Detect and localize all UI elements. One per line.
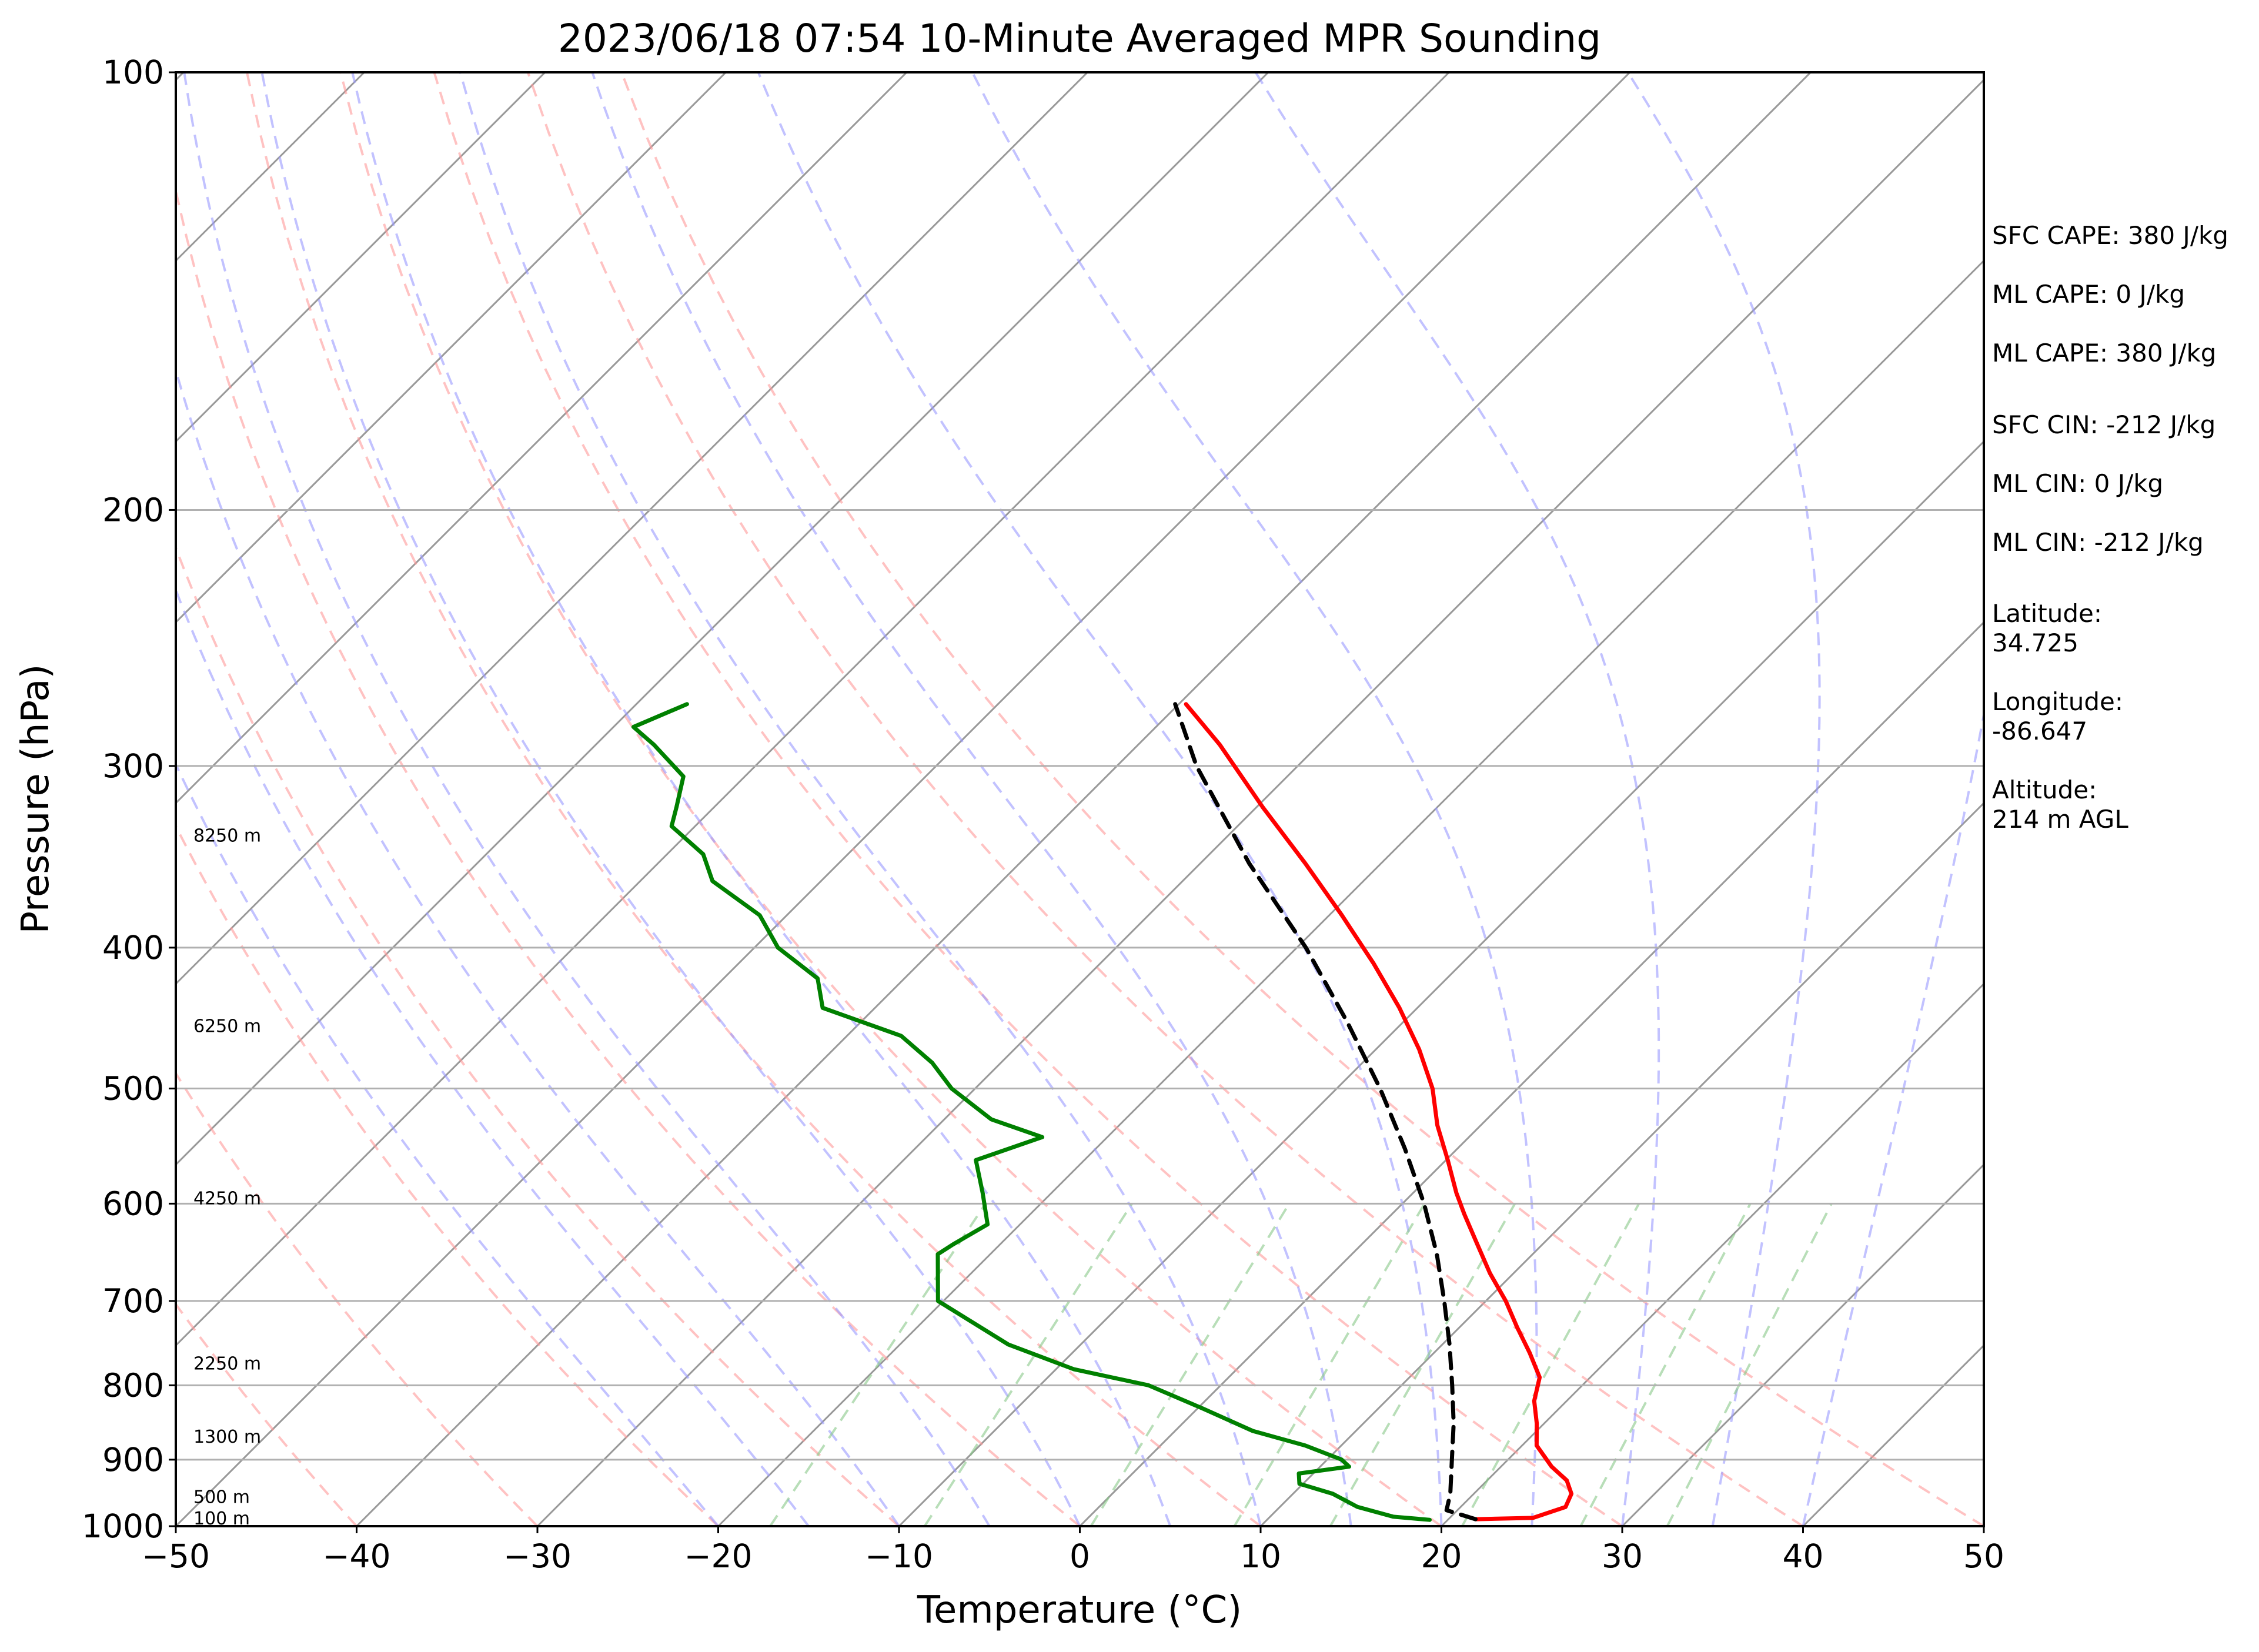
dry-adiabat-line — [176, 1071, 539, 1526]
x-tick-label: −30 — [503, 1537, 572, 1575]
ml-cin-text: ML CIN: 0 J/kg — [1992, 469, 2163, 498]
isotherm-line — [176, 72, 908, 805]
ml-cape-text: ML CAPE: 0 J/kg — [1992, 280, 2185, 309]
moist-adiabat-line — [176, 587, 810, 1526]
altitude-label: Altitude: — [1992, 775, 2097, 804]
y-tick-label: 700 — [102, 1282, 164, 1320]
height-label: 6250 m — [193, 1016, 261, 1037]
height-label: 100 m — [193, 1509, 250, 1529]
moist-adiabat-line — [260, 72, 1081, 1526]
y-tick-label: 400 — [102, 929, 164, 967]
x-tick-label: −40 — [322, 1537, 390, 1575]
dry-adiabat-line — [246, 72, 1262, 1526]
y-tick-label: 100 — [102, 53, 164, 91]
x-tick-label: −50 — [142, 1537, 210, 1575]
x-tick-label: 20 — [1421, 1537, 1462, 1575]
chart-title: 2023/06/18 07:54 10-Minute Averaged MPR … — [558, 16, 1601, 61]
longitude-label: Longitude: — [1992, 687, 2123, 716]
x-tick-label: 50 — [1963, 1537, 2004, 1575]
dry-adiabat-line — [176, 824, 719, 1526]
mixing-ratio-line — [1666, 1203, 1833, 1526]
ml-cape-text-2: ML CAPE: 380 J/kg — [1992, 339, 2216, 367]
latitude-value: 34.725 — [1992, 628, 2078, 657]
moist-adiabat-line — [1627, 72, 1821, 1526]
moist-adiabat-line — [591, 72, 1352, 1526]
moist-adiabat-line — [1802, 708, 1984, 1526]
isotherm-line — [176, 72, 1450, 1347]
y-tick-label: 1000 — [82, 1507, 164, 1545]
mixing-ratio-line — [769, 1203, 987, 1526]
height-label: 1300 m — [193, 1427, 261, 1447]
isotherm-line — [176, 72, 546, 443]
isotherm-line — [1621, 1163, 1984, 1526]
parcel-profile-line — [1173, 702, 1478, 1521]
moist-adiabat-line — [176, 761, 720, 1526]
isotherm-line — [898, 440, 1984, 1526]
height-label: 2250 m — [193, 1353, 261, 1374]
moist-adiabat-line — [351, 72, 1172, 1526]
dry-adiabat-line — [176, 186, 1081, 1526]
ml-cin-text-2: ML CIN: -212 J/kg — [1992, 528, 2204, 557]
dewpoint-profile-line — [631, 702, 1432, 1522]
pressure-gridlines — [176, 509, 1984, 1461]
height-label: 8250 m — [193, 825, 261, 846]
isotherm-line — [356, 72, 1812, 1526]
longitude-value: -86.647 — [1992, 717, 2087, 745]
x-tick-label: −20 — [684, 1537, 752, 1575]
dry-adiabat-line — [526, 72, 1804, 1526]
sounding-info-panel: SFC CAPE: 380 J/kg ML CAPE: 0 J/kg ML CA… — [1992, 221, 2228, 834]
mixing-ratio-line — [1579, 1203, 1752, 1526]
y-axis-label: Pressure (hPa) — [14, 664, 58, 934]
isotherm-line — [176, 72, 1269, 1166]
isotherm-line — [1259, 801, 1984, 1526]
moist-adiabat-line — [183, 72, 991, 1526]
background-lines — [176, 72, 1984, 1526]
dry-adiabat-line — [176, 1302, 357, 1526]
x-tick-label: 40 — [1783, 1537, 1824, 1575]
latitude-label: Latitude: — [1992, 599, 2102, 628]
y-axis-ticks: 1000 900 800 700 600 500 400 300 200 100 — [82, 53, 176, 1545]
x-tick-label: 0 — [1070, 1537, 1090, 1575]
isotherm-line — [1441, 982, 1984, 1526]
isotherm-line — [1079, 621, 1984, 1526]
sounding-profiles — [631, 702, 1574, 1522]
y-tick-label: 600 — [102, 1185, 164, 1222]
isotherm-line — [717, 259, 1984, 1526]
x-tick-label: 30 — [1602, 1537, 1643, 1575]
moist-adiabat-line — [757, 72, 1443, 1526]
y-tick-label: 800 — [102, 1366, 164, 1404]
sfc-cape-text: SFC CAPE: 380 J/kg — [1992, 221, 2228, 250]
x-tick-label: 10 — [1240, 1537, 1281, 1575]
isotherm-line — [176, 72, 727, 624]
mixing-ratio-line — [923, 1203, 1133, 1526]
moist-adiabat-line — [971, 72, 1538, 1526]
dry-adiabat-line — [176, 544, 900, 1526]
moist-adiabat-line — [459, 72, 1262, 1526]
dry-adiabat-line — [433, 72, 1623, 1526]
x-tick-label: −10 — [865, 1537, 933, 1575]
temperature-profile-line — [1184, 702, 1574, 1521]
isotherm-line — [176, 72, 1631, 1526]
height-label: 500 m — [193, 1487, 250, 1508]
altitude-value: 214 m AGL — [1992, 805, 2128, 834]
moist-adiabat-line — [176, 366, 900, 1526]
isotherm-line — [176, 72, 1088, 985]
y-tick-label: 500 — [102, 1070, 164, 1108]
y-tick-label: 900 — [102, 1441, 164, 1479]
x-axis-ticks: −50 −40 −30 −20 −10 0 10 20 30 40 50 — [142, 1526, 2004, 1575]
mixing-ratio-line — [1461, 1203, 1640, 1526]
sfc-cin-text: SFC CIN: -212 J/kg — [1992, 410, 2215, 439]
dry-adiabat-line — [339, 72, 1442, 1526]
y-tick-label: 300 — [102, 747, 164, 785]
isotherm-line — [536, 78, 1984, 1526]
height-label: 4250 m — [193, 1188, 261, 1209]
y-tick-label: 200 — [102, 491, 164, 529]
x-axis-label: Temperature (°C) — [917, 1589, 1242, 1632]
